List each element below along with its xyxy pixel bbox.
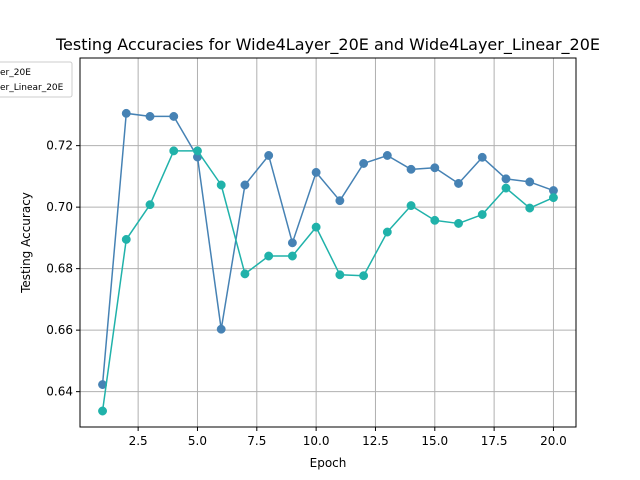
series-2-point <box>359 271 369 281</box>
series-2-point <box>549 193 558 203</box>
chart-title: Testing Accuracies for Wide4Layer_20E an… <box>55 35 600 55</box>
series-layer <box>98 108 558 416</box>
series-2-point <box>335 270 345 280</box>
series-1-point <box>240 180 250 190</box>
x-tick-label: 5.0 <box>188 434 207 448</box>
series-2-point <box>240 269 250 279</box>
series-2-point <box>264 251 274 261</box>
series-2-point <box>216 180 226 190</box>
series-1-point <box>311 167 321 177</box>
series-2-point <box>454 218 463 228</box>
grid-lines <box>80 58 576 427</box>
series-1-point <box>335 196 345 206</box>
series-1-point <box>430 163 440 173</box>
legend-entry-2: er_Linear_20E <box>0 83 64 93</box>
legend: er_20E er_Linear_20E <box>0 61 73 98</box>
series-2-point <box>145 200 155 210</box>
series-1-point <box>264 151 274 160</box>
plot-frame <box>79 57 577 428</box>
series-2-point <box>477 210 487 219</box>
x-tick-label: 17.5 <box>481 434 508 448</box>
legend-box <box>0 61 73 98</box>
series-2-point <box>311 222 321 232</box>
plot-area: 2.5 5.0 7.5 10.0 12.5 15.0 17.5 20.0 0.64 0.66 0.6… <box>46 57 577 448</box>
x-tick-label: 7.5 <box>247 434 266 448</box>
series-1-point <box>287 238 297 248</box>
series-2-point <box>193 146 202 156</box>
series-2-point <box>501 183 511 193</box>
series-2-point <box>98 406 107 416</box>
series-1-point <box>145 111 155 121</box>
series-2-point <box>287 251 297 261</box>
series-2-point <box>121 234 131 244</box>
y-tick-label: 0.70 <box>46 200 73 214</box>
series-2-point <box>382 227 392 237</box>
series-2-point <box>406 201 416 211</box>
series-1-point <box>454 179 463 188</box>
series-1-point <box>382 151 392 160</box>
series-2-point <box>169 146 179 156</box>
series-1-point <box>477 152 487 162</box>
x-axis-label: Epoch <box>310 456 347 470</box>
x-tick-label: 15.0 <box>421 434 448 448</box>
series-1-point <box>216 324 226 334</box>
y-tick-label: 0.64 <box>46 385 73 399</box>
series-1-point <box>359 159 369 168</box>
series-1-point <box>525 177 535 187</box>
y-tick-label: 0.68 <box>46 262 73 276</box>
series-1-point <box>169 111 179 121</box>
series-2-point <box>525 203 535 213</box>
x-tick-label: 12.5 <box>362 434 389 448</box>
plot-background <box>80 58 576 427</box>
series-line-1 <box>101 112 555 386</box>
series-1-point <box>501 174 511 184</box>
series-1-point <box>406 164 416 174</box>
y-axis-label: Testing Accuracy <box>19 192 33 294</box>
y-tick-label: 0.72 <box>46 139 73 153</box>
legend-entry-1: er_20E <box>0 68 31 78</box>
y-tick-label: 0.66 <box>46 323 73 337</box>
x-tick-label: 10.0 <box>303 434 330 448</box>
series-1-point <box>121 108 131 118</box>
series-2-point <box>430 215 440 225</box>
x-tick-label: 2.5 <box>129 434 148 448</box>
x-tick-label: 20.0 <box>540 434 567 448</box>
axis-ticks: 2.5 5.0 7.5 10.0 12.5 15.0 17.5 20.0 0.64 0.66 0.6… <box>46 139 567 448</box>
